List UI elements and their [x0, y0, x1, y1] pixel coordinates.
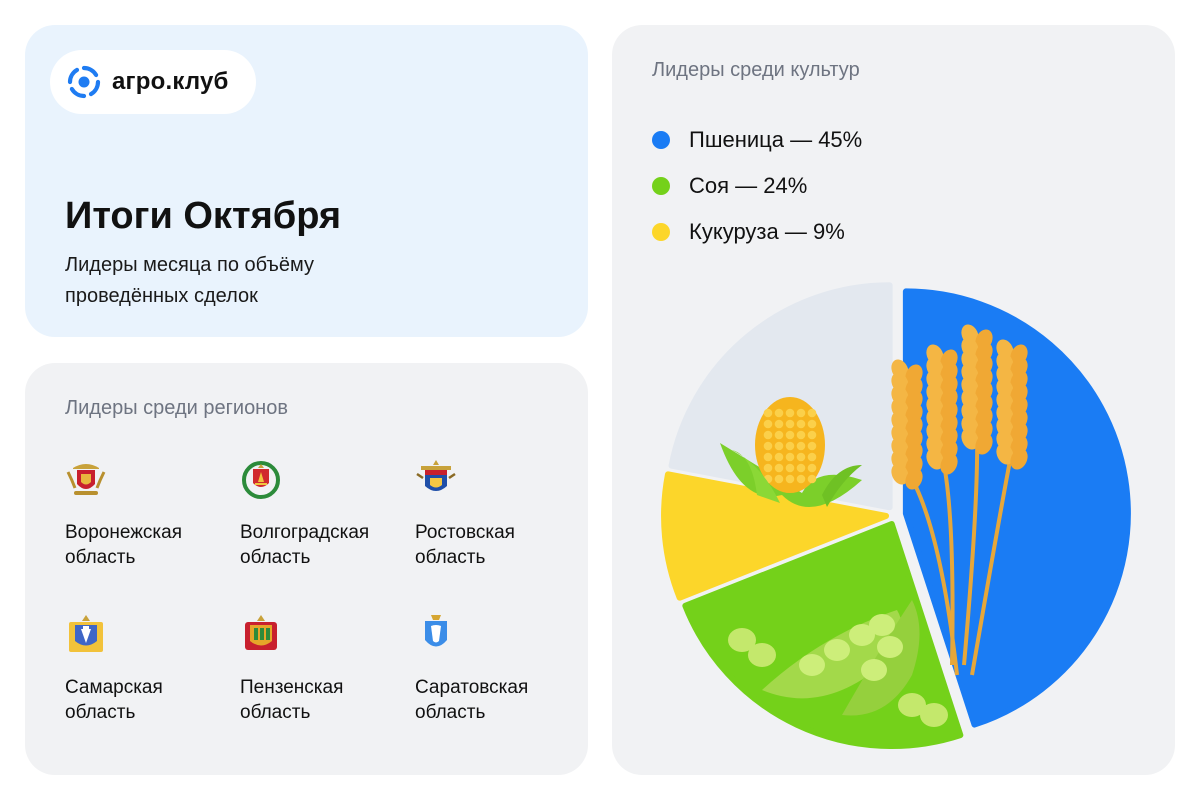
corn-icon	[720, 397, 862, 507]
legend-item-corn: Кукуруза — 9%	[652, 209, 862, 255]
crops-pie-chart	[661, 282, 1131, 749]
brand-name: агро.клуб	[112, 68, 229, 95]
chart-legend: Пшеница — 45% Соя — 24% Кукуруза — 9%	[652, 117, 862, 255]
region-item-samara: Самарская область	[65, 613, 225, 725]
agro-club-logo-icon	[67, 65, 101, 99]
penza-coat-of-arms-icon	[245, 615, 277, 650]
region-name: Ростовская область	[415, 522, 515, 568]
region-name: Воронежская область	[65, 522, 183, 568]
crops-title: Лидеры среди культур	[652, 59, 860, 81]
regions-card: Лидеры среди регионов Воронежская област…	[25, 363, 588, 775]
legend-label: Пшеница — 45%	[689, 127, 863, 152]
brand-logo[interactable]: агро.клуб	[50, 50, 256, 114]
region-item-voronezh: Воронежская область	[65, 458, 225, 570]
legend-item-soy: Соя — 24%	[652, 163, 862, 209]
volgograd-coat-of-arms-icon	[242, 461, 280, 499]
pie-slice-wheat	[902, 288, 1131, 728]
region-name: Пензенская область	[240, 677, 344, 723]
voronezh-coat-of-arms-icon	[66, 464, 106, 495]
regions-title: Лидеры среди регионов	[65, 397, 288, 419]
rostov-coat-of-arms-icon	[416, 460, 456, 491]
pie-slice-corn	[661, 471, 890, 601]
legend-dot	[652, 223, 670, 241]
legend-dot	[652, 177, 670, 195]
legend-dot	[652, 131, 670, 149]
saratov-coat-of-arms-icon	[425, 615, 447, 647]
region-item-saratov: Саратовская область	[415, 613, 575, 725]
region-name: Самарская область	[65, 677, 163, 723]
region-item-penza: Пензенская область	[240, 613, 400, 725]
intro-card: агро.клуб Итоги Октября Лидеры месяца по…	[25, 25, 588, 337]
region-item-rostov: Ростовская область	[415, 458, 575, 570]
soybean-icon	[728, 600, 948, 727]
region-name: Саратовская область	[415, 677, 529, 723]
legend-label: Кукуруза — 9%	[689, 219, 845, 244]
samara-coat-of-arms-icon	[69, 615, 103, 652]
legend-label: Соя — 24%	[689, 173, 808, 198]
crops-card: Лидеры среди культур Пшеница — 45% Соя —…	[612, 25, 1175, 775]
region-item-volgograd: Волгоградская область	[240, 458, 400, 570]
legend-item-wheat: Пшеница — 45%	[652, 117, 862, 163]
wheat-icon	[891, 324, 1028, 676]
page-title: Итоги Октября	[65, 195, 342, 237]
page-subtitle: Лидеры месяца по объёму проведённых сдел…	[65, 254, 315, 307]
region-name: Волгоградская область	[240, 522, 370, 568]
